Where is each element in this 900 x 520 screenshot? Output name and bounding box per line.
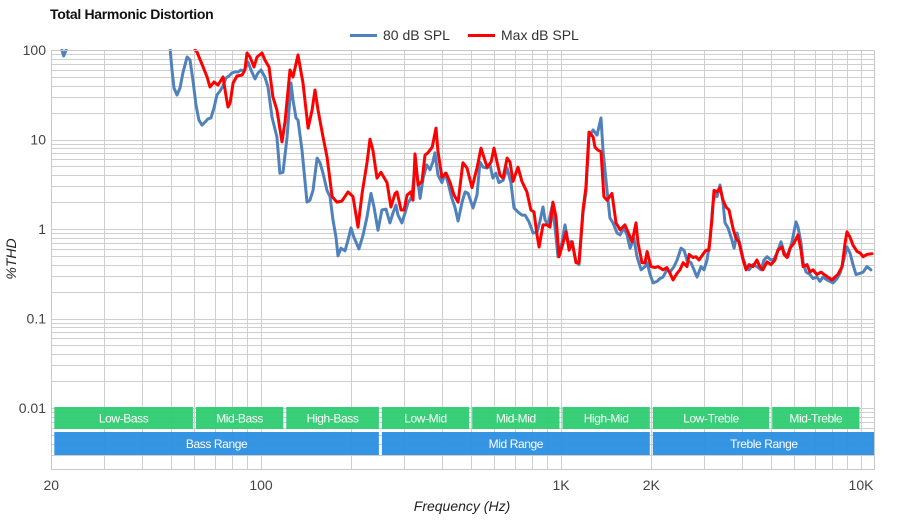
band-label: Low-Mid — [404, 412, 447, 426]
band-rect — [652, 432, 875, 455]
band-mid-range: Mid Range — [381, 432, 650, 455]
band-low-bass: Low-Bass — [54, 407, 193, 429]
band-rect — [652, 407, 770, 429]
band-rect — [54, 407, 193, 429]
band-rect — [286, 407, 379, 429]
band-rect — [472, 407, 560, 429]
y-tick-label: 100 — [23, 42, 47, 58]
y-axis-title: %THD — [3, 238, 19, 279]
plot-frame — [51, 50, 875, 470]
band-high-mid: High-Mid — [562, 407, 650, 429]
band-low-treble: Low-Treble — [652, 407, 770, 429]
band-rect — [381, 432, 650, 455]
y-axis-ticks: 100 10 1 0.1 0.01 — [19, 42, 46, 416]
series-lines — [60, 49, 874, 285]
y-tick-label: 10 — [30, 132, 46, 148]
y-tick-label: 1 — [38, 221, 46, 237]
legend-item-80db[interactable]: 80 dB SPL — [350, 27, 450, 43]
band-rect — [562, 407, 650, 429]
frequency-bands: Low-Bass Mid-Bass High-Bass Low-Mid Mid-Mid H… — [54, 407, 875, 455]
x-tick-label: 20 — [44, 477, 60, 493]
y-tick-label: 0.01 — [19, 400, 46, 416]
gridlines — [51, 50, 874, 469]
band-treble-range: Treble Range — [652, 432, 875, 455]
band-label: Low-Treble — [683, 412, 739, 426]
band-label: Mid-Mid — [496, 412, 536, 426]
legend-label-80db: 80 dB SPL — [383, 27, 450, 43]
band-label: Mid-Bass — [216, 412, 263, 426]
series-line — [60, 49, 68, 58]
x-tick-label: 2K — [643, 477, 661, 493]
band-rect — [54, 432, 379, 455]
band-bass-range: Bass Range — [54, 432, 379, 455]
band-rect — [195, 407, 284, 429]
band-label: Treble Range — [730, 437, 798, 451]
x-tick-label: 1K — [552, 477, 570, 493]
band-mid-mid: Mid-Mid — [472, 407, 560, 429]
y-tick-label: 0.1 — [27, 311, 47, 327]
band-label: Low-Bass — [99, 412, 149, 426]
band-low-mid: Low-Mid — [381, 407, 470, 429]
band-rect — [381, 407, 470, 429]
legend-swatch-80db — [350, 33, 377, 37]
band-label: High-Mid — [584, 412, 629, 426]
x-axis-title: Frequency (Hz) — [414, 498, 510, 514]
band-label: Bass Range — [186, 437, 248, 451]
band-mid-treble: Mid-Treble — [772, 407, 860, 429]
x-axis-ticks: 20 100 1K 2K 10K — [44, 477, 875, 493]
band-rect — [772, 407, 860, 429]
series-line — [193, 49, 874, 282]
chart-title: Total Harmonic Distortion — [50, 6, 214, 22]
x-tick-label: 10K — [849, 477, 875, 493]
legend-item-max-db[interactable]: Max dB SPL — [468, 27, 579, 43]
band-label: High-Bass — [307, 412, 359, 426]
band-mid-bass: Mid-Bass — [195, 407, 284, 429]
legend-swatch-max-db — [468, 33, 495, 37]
band-label: Mid Range — [489, 437, 544, 451]
band-high-bass: High-Bass — [286, 407, 379, 429]
series-max-db-spl — [193, 49, 874, 282]
x-tick-label: 100 — [249, 477, 273, 493]
legend-label-max-db: Max dB SPL — [501, 27, 579, 43]
band-label: Mid-Treble — [789, 412, 843, 426]
